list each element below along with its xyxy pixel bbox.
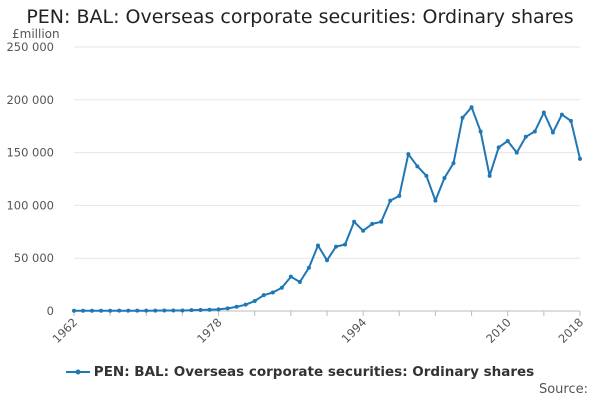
data-point — [135, 308, 140, 313]
data-point — [234, 304, 239, 309]
legend[interactable]: PEN: BAL: Overseas corporate securities:… — [0, 364, 600, 380]
source-label: Source: — [538, 382, 588, 397]
data-point — [532, 129, 537, 134]
data-point — [460, 115, 465, 120]
data-point — [442, 175, 447, 180]
series-line — [74, 106, 581, 312]
data-point — [352, 219, 357, 224]
data-point — [388, 198, 393, 203]
y-axis-unit-label: £million — [12, 27, 60, 41]
data-point — [81, 308, 86, 313]
data-point — [496, 145, 501, 150]
data-point — [478, 129, 483, 134]
y-tick-label: 50 000 — [14, 251, 54, 265]
data-point — [171, 308, 176, 313]
data-point — [433, 198, 438, 203]
data-point — [72, 308, 76, 313]
data-point — [505, 138, 510, 143]
data-point — [243, 302, 248, 307]
axes — [73, 310, 581, 316]
data-point — [288, 274, 293, 279]
data-point — [559, 112, 564, 117]
data-point — [162, 308, 167, 313]
data-point — [297, 279, 302, 284]
data-point — [397, 193, 402, 198]
data-point — [334, 244, 339, 249]
data-point — [550, 130, 555, 135]
data-point — [523, 134, 528, 139]
data-point — [325, 258, 329, 263]
x-tick-label: 1962 — [50, 315, 81, 346]
data-point — [279, 285, 284, 290]
data-point — [568, 118, 573, 123]
y-tick-labels: 0 50 000 100 000 150 000 200 000 250 000 — [6, 40, 54, 318]
y-tick-label: 200 000 — [6, 93, 54, 107]
data-point — [198, 307, 203, 312]
chart-title: PEN: BAL: Overseas corporate securities:… — [26, 6, 574, 28]
y-tick-label: 0 — [47, 304, 54, 318]
data-point — [126, 308, 131, 313]
data-point — [216, 307, 221, 312]
data-point — [361, 228, 366, 233]
x-tick-label: 1994 — [339, 315, 370, 346]
data-point — [469, 105, 474, 110]
legend-label: PEN: BAL: Overseas corporate securities:… — [93, 364, 535, 380]
data-point — [144, 308, 149, 313]
data-point — [270, 290, 275, 295]
data-point — [451, 161, 456, 166]
data-point — [306, 265, 311, 270]
data-point — [315, 243, 320, 248]
data-point — [90, 308, 95, 313]
x-tick-label: 1978 — [194, 315, 225, 346]
data-point — [108, 308, 113, 313]
data-point — [541, 110, 546, 115]
data-point — [379, 219, 384, 224]
data-point — [514, 150, 519, 155]
data-point — [117, 308, 122, 313]
gridlines — [74, 46, 580, 259]
data-point — [578, 156, 582, 161]
data-point — [343, 242, 348, 247]
data-point — [189, 308, 194, 313]
data-point — [225, 306, 230, 311]
data-series — [72, 105, 582, 313]
x-tick-label: 2010 — [483, 315, 514, 346]
data-point — [252, 298, 257, 303]
data-point — [207, 307, 212, 312]
y-tick-label: 150 000 — [6, 146, 54, 160]
data-point — [415, 164, 420, 169]
data-point — [424, 173, 429, 178]
data-point — [487, 173, 492, 178]
y-tick-label: 100 000 — [6, 198, 54, 212]
data-point — [180, 308, 185, 313]
data-point — [261, 293, 266, 298]
data-point — [99, 308, 104, 313]
data-point — [406, 152, 411, 157]
data-point — [153, 308, 158, 313]
x-tick-labels: 1962 1978 1994 2010 2018 — [50, 315, 587, 346]
legend-swatch-icon — [65, 369, 90, 375]
y-tick-label: 250 000 — [6, 40, 54, 54]
data-point — [370, 221, 375, 226]
x-tick-label: 2018 — [556, 315, 587, 346]
